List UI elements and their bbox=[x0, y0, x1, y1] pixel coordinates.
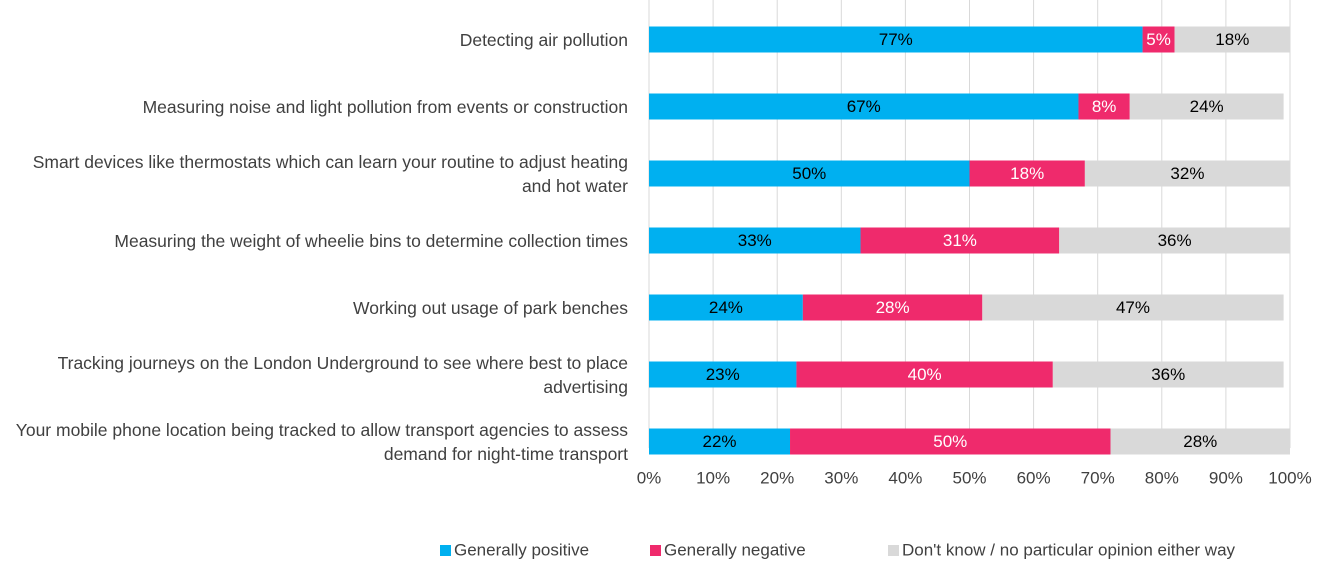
x-tick-label: 60% bbox=[1017, 468, 1051, 487]
data-label: 5% bbox=[1146, 30, 1171, 49]
data-label: 50% bbox=[933, 432, 967, 451]
bar-segment bbox=[982, 294, 1284, 321]
x-tick-label: 50% bbox=[952, 468, 986, 487]
data-label: 47% bbox=[1116, 298, 1150, 317]
data-label: 36% bbox=[1151, 365, 1185, 384]
bar-segment bbox=[1129, 93, 1284, 120]
category-label: Working out usage of park benches bbox=[353, 297, 628, 318]
category-label: Tracking journeys on the London Undergro… bbox=[57, 352, 628, 397]
legend-swatch bbox=[888, 545, 899, 556]
data-label: 28% bbox=[876, 298, 910, 317]
data-label: 23% bbox=[706, 365, 740, 384]
data-label: 67% bbox=[847, 97, 881, 116]
bar-segment bbox=[649, 294, 803, 321]
category-label: Smart devices like thermostats which can… bbox=[32, 151, 628, 196]
data-label: 77% bbox=[879, 30, 913, 49]
x-tick-label: 30% bbox=[824, 468, 858, 487]
bar-segment bbox=[1110, 428, 1290, 455]
data-label: 31% bbox=[943, 231, 977, 250]
bar-segment bbox=[1078, 93, 1130, 120]
bar-segment bbox=[1084, 160, 1290, 187]
x-tick-label: 20% bbox=[760, 468, 794, 487]
x-tick-label: 70% bbox=[1081, 468, 1115, 487]
data-label: 24% bbox=[1190, 97, 1224, 116]
bar-segment bbox=[1059, 227, 1290, 254]
legend-label: Generally negative bbox=[664, 540, 806, 559]
bar-segment bbox=[1174, 26, 1290, 53]
bar-segment bbox=[649, 26, 1143, 53]
category-label: Your mobile phone location being tracked… bbox=[15, 419, 628, 464]
bar-segment bbox=[796, 361, 1053, 388]
bar-segment bbox=[1052, 361, 1284, 388]
x-tick-label: 100% bbox=[1268, 468, 1311, 487]
data-label: 18% bbox=[1010, 164, 1044, 183]
bar-segment bbox=[649, 227, 861, 254]
legend-label: Generally positive bbox=[454, 540, 589, 559]
bar-segment bbox=[649, 361, 797, 388]
category-label: Measuring noise and light pollution from… bbox=[142, 96, 628, 117]
data-label: 24% bbox=[709, 298, 743, 317]
data-label: 18% bbox=[1215, 30, 1249, 49]
bar-segment bbox=[969, 160, 1085, 187]
data-label: 40% bbox=[908, 365, 942, 384]
category-label: Measuring the weight of wheelie bins to … bbox=[114, 230, 628, 251]
x-tick-label: 0% bbox=[637, 468, 662, 487]
bar-segment bbox=[649, 93, 1079, 120]
x-tick-label: 80% bbox=[1145, 468, 1179, 487]
bar-segment bbox=[802, 294, 983, 321]
legend-swatch bbox=[440, 545, 451, 556]
category-label: Detecting air pollution bbox=[459, 29, 628, 50]
x-tick-label: 90% bbox=[1209, 468, 1243, 487]
data-label: 22% bbox=[702, 432, 736, 451]
data-label: 8% bbox=[1092, 97, 1117, 116]
bar-segment bbox=[649, 160, 970, 187]
bar-segment bbox=[790, 428, 1111, 455]
data-label: 36% bbox=[1158, 231, 1192, 250]
legend-label: Don't know / no particular opinion eithe… bbox=[902, 540, 1236, 559]
legend-swatch bbox=[650, 545, 661, 556]
bar-segment bbox=[1142, 26, 1175, 53]
data-label: 28% bbox=[1183, 432, 1217, 451]
x-tick-label: 10% bbox=[696, 468, 730, 487]
data-label: 32% bbox=[1170, 164, 1204, 183]
bar-segment bbox=[860, 227, 1060, 254]
x-tick-label: 40% bbox=[888, 468, 922, 487]
data-label: 33% bbox=[738, 231, 772, 250]
data-label: 50% bbox=[792, 164, 826, 183]
bar-segment bbox=[649, 428, 791, 455]
